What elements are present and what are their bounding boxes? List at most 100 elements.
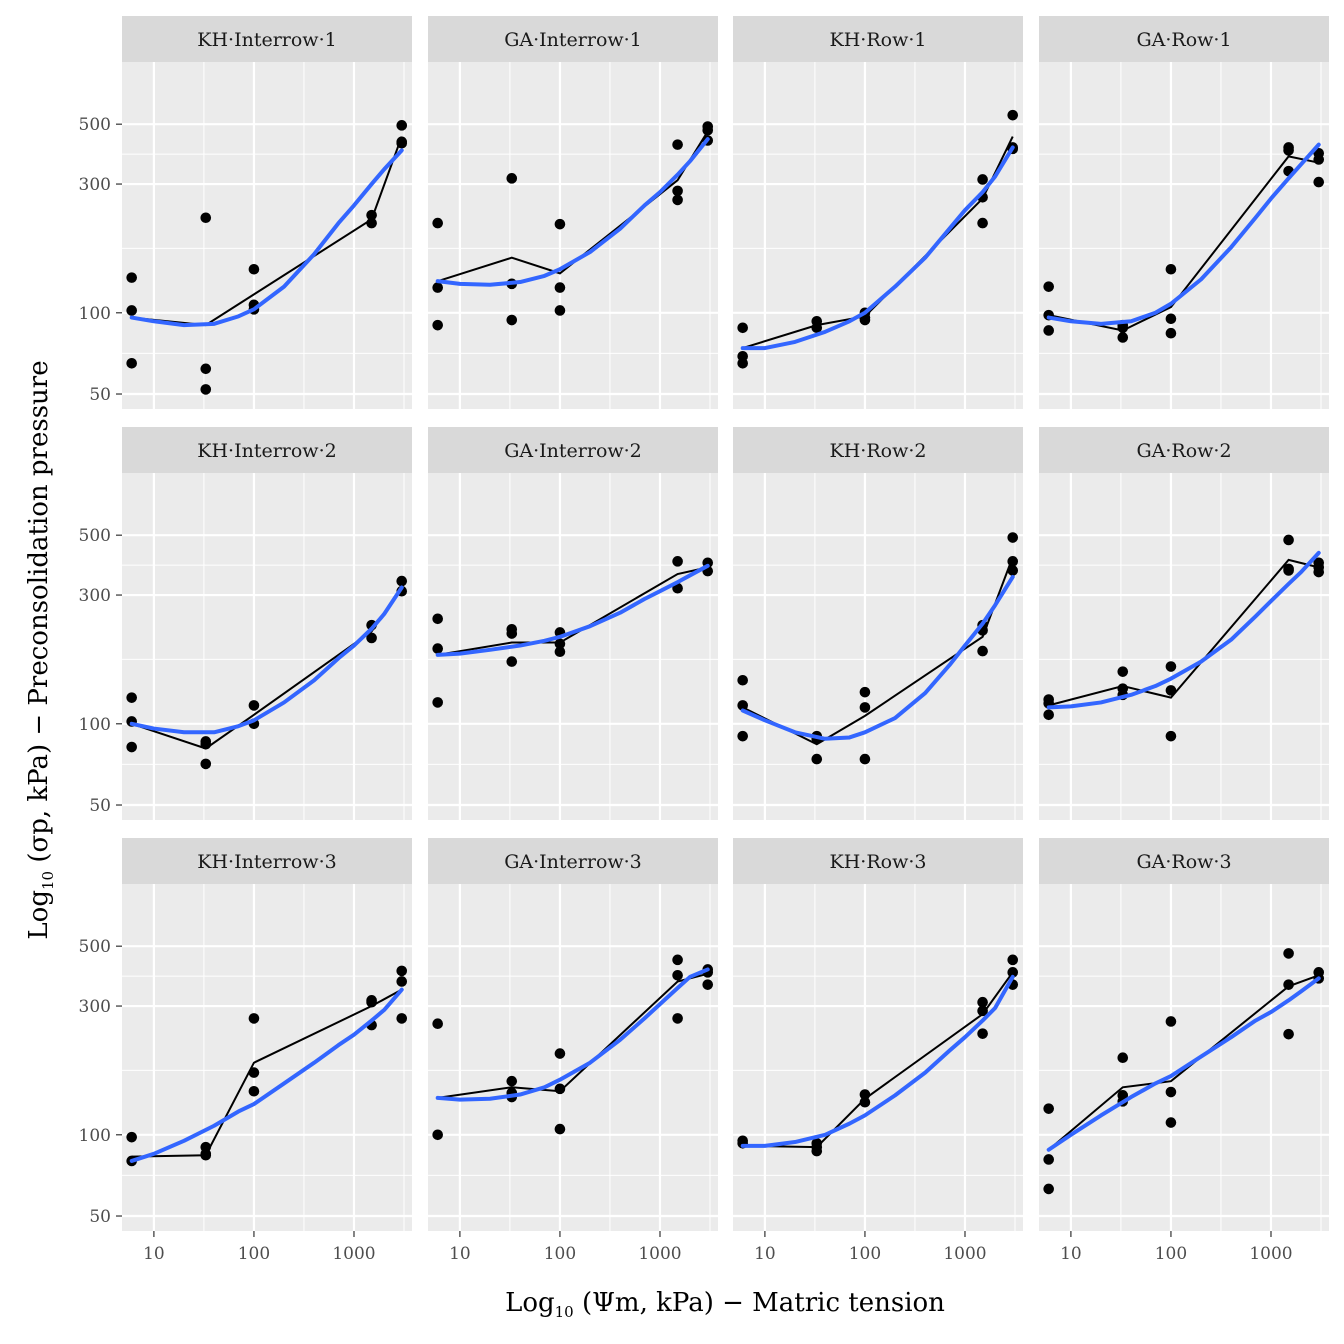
facet-panel: GA·Row·3 [1039,838,1329,1231]
data-point [126,357,137,369]
data-point [396,1013,408,1024]
data-point [1165,685,1177,696]
data-point [859,702,871,713]
fit-curve [435,137,710,287]
x-axis-ticks: 10 100 1000 10 100 1000 10 100 1000 10 100 1000 [143,1231,1293,1264]
data-point [1117,666,1129,677]
data-point [432,319,443,331]
data-point [506,628,518,639]
panel-background [122,473,412,820]
data-point [672,185,683,197]
data-point [366,209,377,221]
data-point [859,686,871,698]
data-point [248,1085,260,1097]
x-tick-label: 100 [849,1244,881,1264]
mean-line [131,988,403,1158]
y-tick-label: 500 [79,115,111,135]
data-point [1283,1028,1294,1040]
data-point [1165,263,1177,275]
data-point [977,996,988,1008]
facet-strip [1039,16,1329,62]
data-point [1043,1103,1054,1114]
facet-strip [733,427,1023,473]
panel-background [428,884,718,1231]
data-point [672,970,683,981]
data-point [554,1048,566,1059]
y-tick-label: 100 [79,715,111,735]
data-point [859,1089,871,1100]
facet-strip-label: GA·Row·1 [1136,29,1231,51]
x-tick-label: 1000 [943,1244,986,1264]
data-point [366,632,377,644]
x-tick-label: 1000 [638,1244,681,1264]
data-point [977,1028,988,1039]
data-point [396,120,408,131]
fit-curve [129,585,404,735]
x-axis-title: Log10 (Ψm, kPa) − Matric tension [505,1288,945,1321]
facet-panel: KH·Row·2 [733,427,1023,820]
facet-panel: KH·Row·3 [733,838,1023,1231]
data-point [506,173,518,184]
data-point [200,363,212,375]
data-point [1283,534,1294,546]
data-point [702,979,714,990]
fit-curve [740,145,1015,351]
facet-panel: KH·Interrow·3 [122,838,412,1231]
facet-panel: GA·Row·2 [1039,427,1329,820]
y-tick-label: 300 [79,175,111,195]
facet-strip-label: KH·Interrow·3 [197,851,336,873]
data-point [506,1075,518,1087]
data-point [737,357,748,369]
data-point [396,965,408,977]
data-point [672,1013,683,1024]
facet-panel: KH·Interrow·1 [122,16,412,409]
facet-strip-label: GA·Interrow·2 [504,440,642,462]
y-axis-ticks: 50 100 300 500 50 100 300 500 50 100 300 500 [79,115,122,1227]
x-tick-label: 1000 [1249,1244,1292,1264]
data-point [248,1013,260,1024]
data-point [977,217,988,229]
data-point [432,613,443,625]
mean-line [1048,974,1320,1151]
facet-strip-label: GA·Interrow·1 [504,29,642,51]
data-point [1007,967,1019,978]
data-point [126,741,137,753]
data-point [366,217,377,229]
data-point [554,282,566,293]
y-tick-label: 300 [79,586,111,606]
facet-strip-label: KH·Interrow·1 [197,29,336,51]
data-point [1313,566,1325,578]
x-tick-label: 10 [143,1244,165,1264]
data-point [432,1129,443,1141]
data-point [702,124,714,136]
data-point [859,314,871,326]
data-point [859,753,871,765]
data-point [1165,327,1177,339]
facet-strip-label: KH·Row·1 [830,29,927,51]
y-tick-label: 50 [89,385,111,405]
x-tick-label: 10 [754,1244,776,1264]
data-point [1283,948,1294,959]
y-tick-label: 100 [79,304,111,324]
fit-curve [1046,142,1321,326]
data-point [811,322,823,334]
data-point [126,692,137,703]
facet-strip [428,838,718,884]
data-point [1043,281,1054,292]
data-point [506,656,518,667]
y-axis-title: Log10 (σp, kPa) − Preconsolidation press… [24,360,57,939]
data-point [432,282,443,293]
data-point [554,305,566,316]
panel-background [122,62,412,409]
data-point [1007,532,1019,543]
data-point [737,700,748,711]
mean-line [131,136,403,327]
data-point [1313,176,1325,188]
data-point [977,1005,988,1017]
facet-strip-label: GA·Interrow·3 [504,851,642,873]
data-point [554,646,566,657]
x-tick-label: 1000 [332,1244,375,1264]
facet-panel: GA·Interrow·2 [428,427,718,820]
data-point [200,212,212,224]
